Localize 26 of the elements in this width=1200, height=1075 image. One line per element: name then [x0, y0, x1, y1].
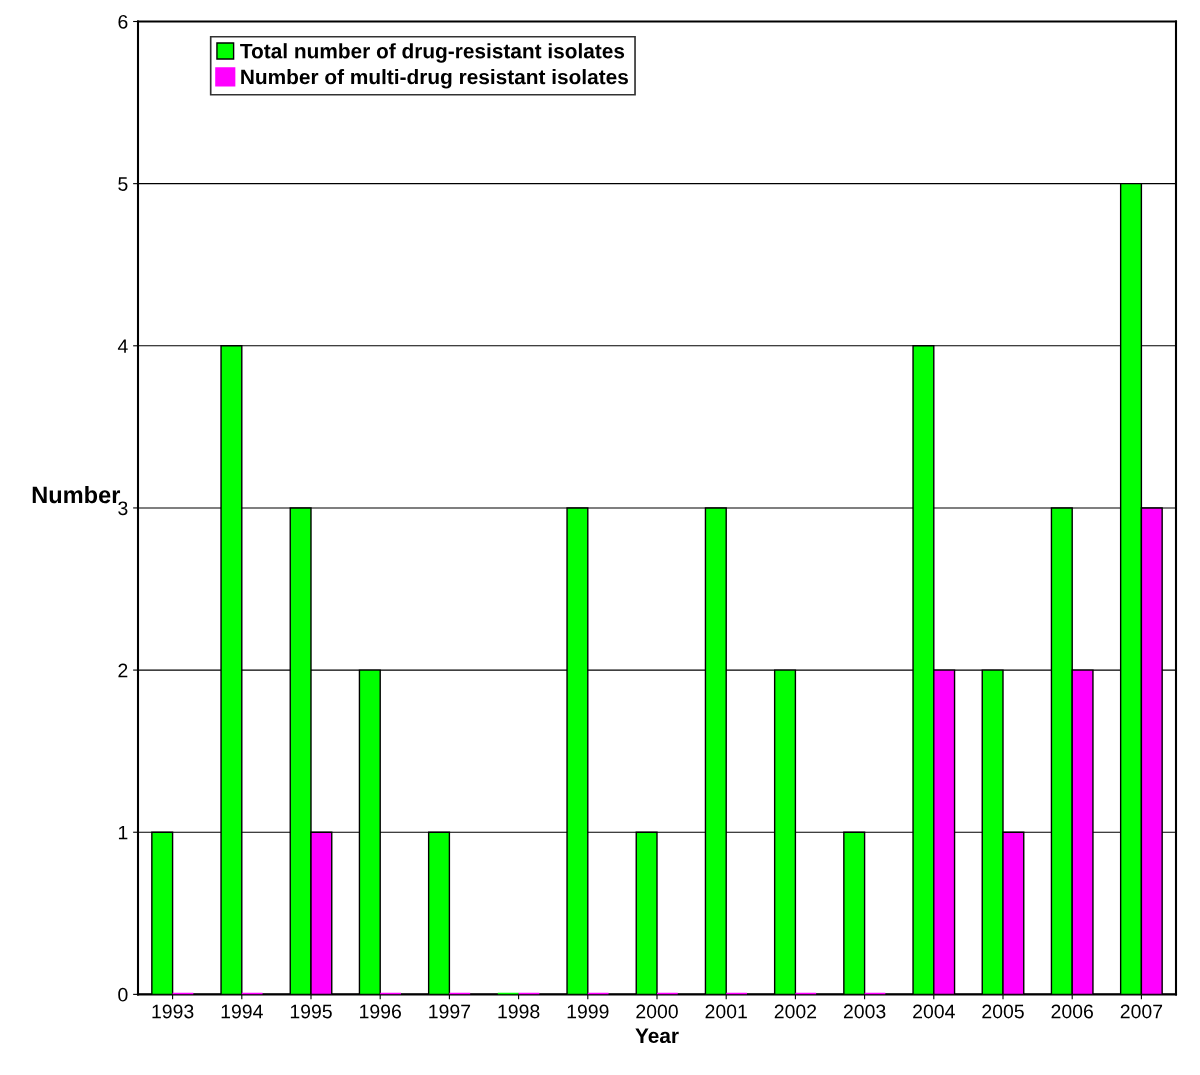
x-tick-label: 1995: [290, 1004, 332, 1019]
x-tick-label: 2007: [1120, 1004, 1163, 1019]
x-tick-label: 2005: [982, 1004, 1024, 1019]
x-tick-label: 1998: [498, 1004, 540, 1019]
x-tick-label: 1994: [221, 1004, 263, 1019]
y-tick-label: 6: [118, 14, 128, 29]
x-tick-label: 2003: [843, 1004, 886, 1019]
x-tick-label: 2006: [1051, 1004, 1093, 1019]
x-tick-label: 2004: [913, 1004, 955, 1019]
x-axis-title: Year: [635, 1028, 679, 1044]
x-tick-label: 1997: [429, 1004, 471, 1019]
y-tick-label: 5: [118, 177, 128, 191]
legend-label: Total number of drug-resistant isolates: [240, 43, 625, 63]
x-tick-label: 1993: [152, 1004, 194, 1019]
x-tick-label: 1996: [360, 1004, 401, 1019]
y-tick-label: 3: [118, 501, 128, 516]
y-tick-label: 0: [118, 987, 128, 1002]
x-tick-label: 2002: [774, 1004, 817, 1019]
x-tick-label: 1999: [567, 1004, 609, 1019]
legend-label: Number of multi-drug resistant isolates: [241, 69, 628, 89]
y-tick-label: 1: [118, 825, 128, 840]
y-axis-title: Number: [32, 485, 121, 504]
y-tick-label: 4: [117, 339, 128, 353]
x-tick-label: 2001: [705, 1004, 747, 1019]
y-tick-label: 2: [118, 663, 128, 678]
x-tick-label: 2000: [636, 1004, 678, 1019]
